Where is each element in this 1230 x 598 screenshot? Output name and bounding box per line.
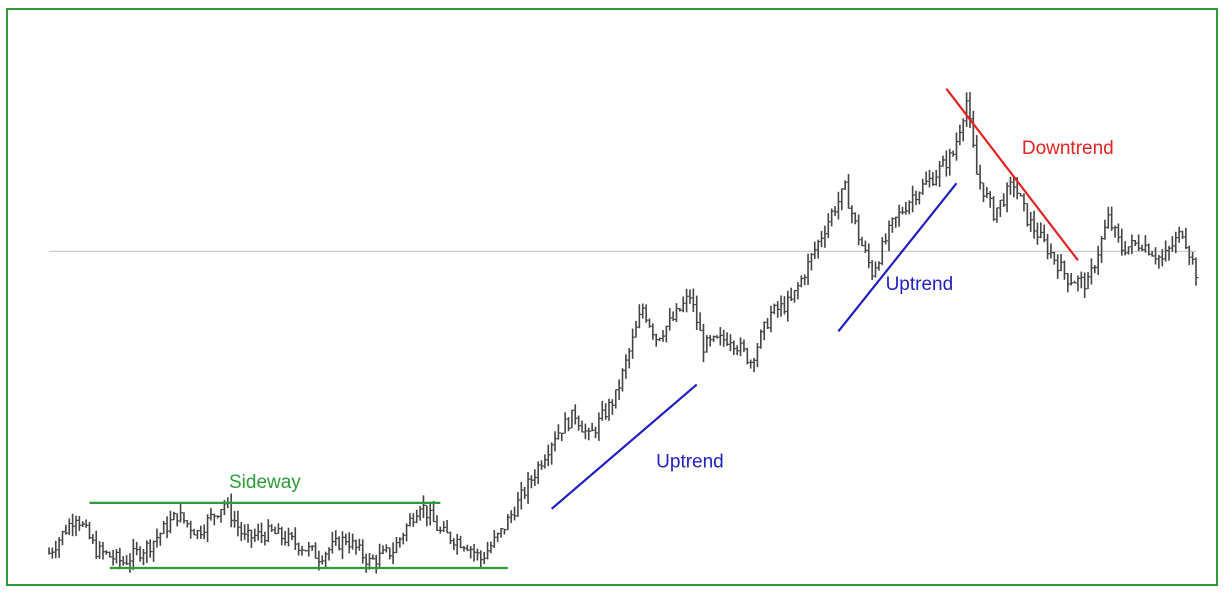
sideway-label: Sideway [229, 472, 301, 493]
price-series [48, 92, 1199, 574]
downtrend-label: Downtrend [1022, 138, 1114, 159]
uptrend-2-trend-line [837, 182, 958, 332]
uptrend-2-label: Uptrend [886, 274, 954, 295]
trend-annotations: Sideway Uptrend Uptrend Downtrend [89, 88, 1114, 570]
downtrend-trend-line [945, 88, 1079, 261]
chart-frame [6, 8, 1218, 586]
uptrend-1-trend-line [550, 383, 698, 510]
uptrend-1-label: Uptrend [656, 451, 724, 472]
